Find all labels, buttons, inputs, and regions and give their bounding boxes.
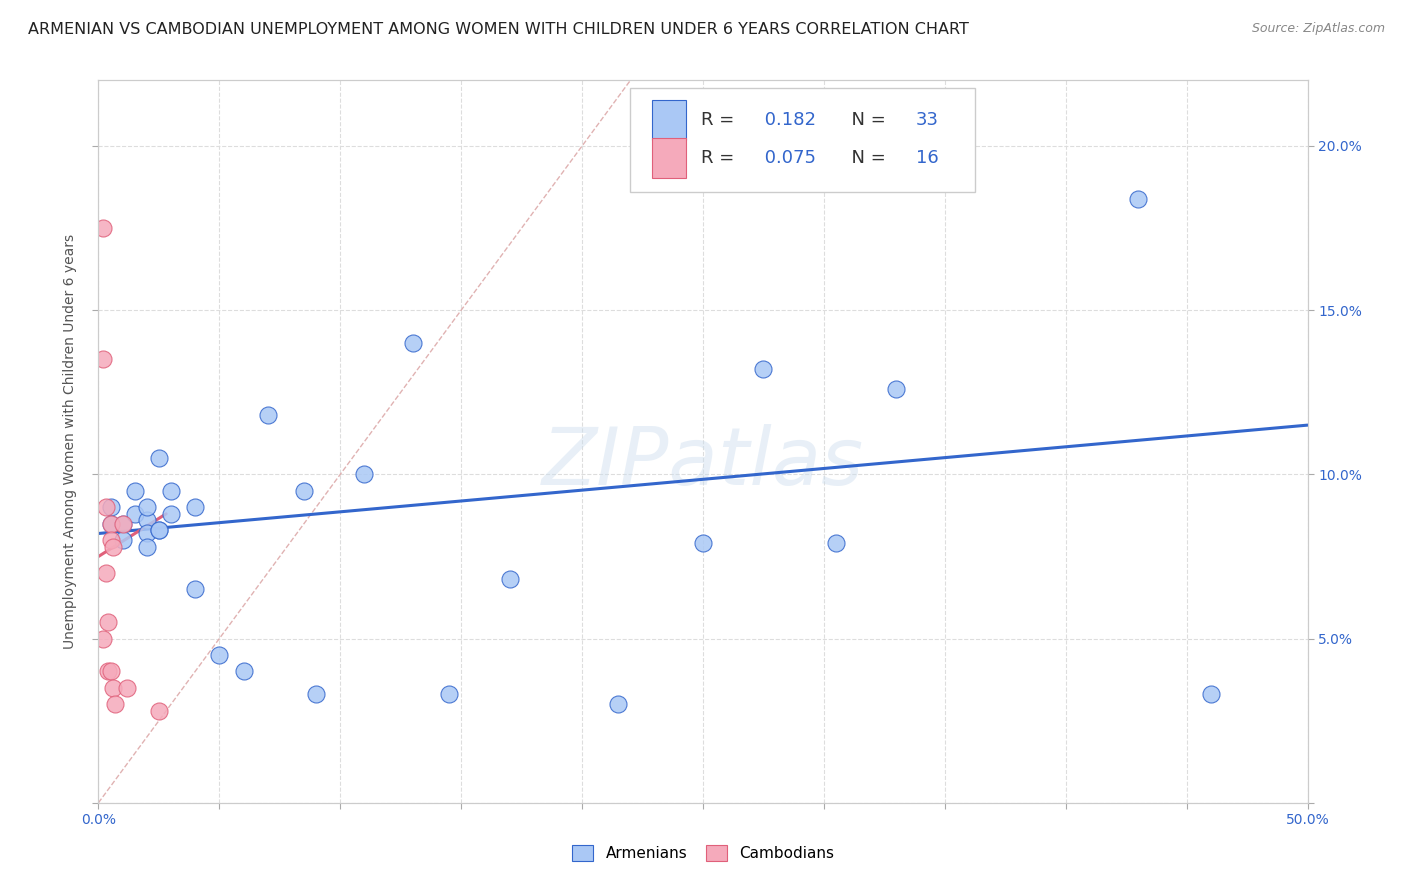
Point — [94, 566, 117, 580]
Text: 33: 33 — [915, 111, 939, 129]
Point — [101, 681, 124, 695]
Point — [100, 516, 122, 531]
Text: 0.075: 0.075 — [759, 149, 815, 168]
Point — [607, 698, 630, 712]
Text: N =: N = — [839, 111, 891, 129]
FancyBboxPatch shape — [630, 87, 976, 193]
Text: ZIPatlas: ZIPatlas — [541, 425, 865, 502]
Legend: Armenians, Cambodians: Armenians, Cambodians — [565, 839, 841, 867]
Text: R =: R = — [700, 111, 740, 129]
Point — [148, 450, 170, 465]
Point — [97, 615, 120, 630]
Point — [124, 483, 146, 498]
Point — [752, 362, 775, 376]
FancyBboxPatch shape — [652, 100, 686, 140]
Point — [100, 665, 122, 679]
Point — [97, 665, 120, 679]
Point — [91, 352, 114, 367]
Text: 16: 16 — [915, 149, 939, 168]
Point — [353, 467, 375, 482]
Point — [160, 507, 183, 521]
Point — [256, 409, 278, 423]
Point — [232, 665, 254, 679]
Point — [292, 483, 315, 498]
Point — [100, 533, 122, 547]
Point — [305, 687, 328, 701]
Point — [148, 523, 170, 537]
Point — [184, 582, 207, 597]
Point — [1199, 687, 1222, 701]
Point — [100, 516, 122, 531]
Point — [135, 513, 157, 527]
Point — [184, 500, 207, 515]
Point — [94, 500, 117, 515]
Text: R =: R = — [700, 149, 740, 168]
Point — [148, 523, 170, 537]
Point — [692, 536, 714, 550]
Point — [402, 336, 425, 351]
Point — [117, 681, 139, 695]
Text: ARMENIAN VS CAMBODIAN UNEMPLOYMENT AMONG WOMEN WITH CHILDREN UNDER 6 YEARS CORRE: ARMENIAN VS CAMBODIAN UNEMPLOYMENT AMONG… — [28, 22, 969, 37]
Point — [1128, 192, 1150, 206]
Point — [135, 540, 157, 554]
Point — [101, 540, 124, 554]
Point — [91, 632, 114, 646]
Point — [208, 648, 231, 662]
FancyBboxPatch shape — [652, 138, 686, 178]
Point — [104, 698, 127, 712]
Point — [100, 500, 122, 515]
Point — [825, 536, 848, 550]
Text: N =: N = — [839, 149, 891, 168]
Point — [111, 533, 134, 547]
Point — [135, 500, 157, 515]
Point — [91, 221, 114, 235]
Text: 0.182: 0.182 — [759, 111, 815, 129]
Point — [111, 516, 134, 531]
Point — [111, 516, 134, 531]
Point — [498, 573, 520, 587]
Point — [135, 526, 157, 541]
Point — [160, 483, 183, 498]
Point — [148, 704, 170, 718]
Text: Source: ZipAtlas.com: Source: ZipAtlas.com — [1251, 22, 1385, 36]
Point — [124, 507, 146, 521]
Point — [437, 687, 460, 701]
Point — [886, 382, 908, 396]
Y-axis label: Unemployment Among Women with Children Under 6 years: Unemployment Among Women with Children U… — [63, 234, 77, 649]
